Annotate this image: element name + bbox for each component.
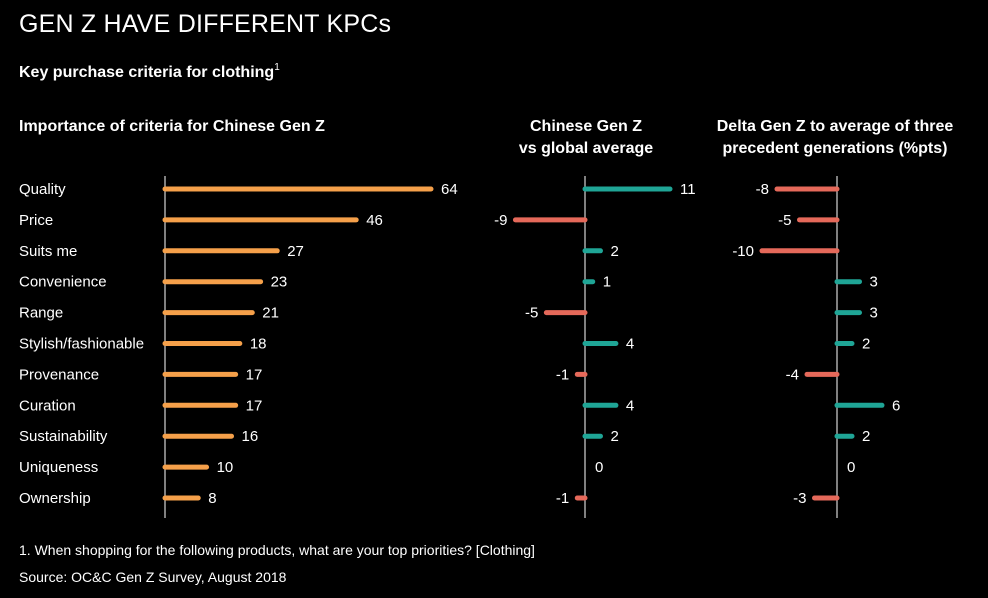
importance-value-quality: 64 bbox=[441, 181, 458, 198]
delta-value-ownership: -3 bbox=[793, 490, 806, 507]
delta-value-curation: 6 bbox=[892, 397, 900, 414]
page-title: GEN Z HAVE DIFFERENT KPCs bbox=[19, 10, 392, 38]
delta-value-quality: -8 bbox=[756, 181, 769, 198]
importance-value-price: 46 bbox=[366, 212, 383, 229]
importance-value-curation: 17 bbox=[246, 397, 263, 414]
source-text: Source: OC&C Gen Z Survey, August 2018 bbox=[19, 569, 287, 585]
category-label-ownership: Ownership bbox=[19, 490, 91, 507]
global-heading-line-1: Chinese Gen Z bbox=[529, 118, 643, 135]
global-value-sustainability: 2 bbox=[610, 428, 618, 445]
global-value-curation: 4 bbox=[626, 397, 634, 414]
global-value-price: -9 bbox=[494, 212, 507, 229]
category-label-suits-me: Suits me bbox=[19, 243, 77, 260]
importance-value-provenance: 17 bbox=[246, 366, 263, 383]
importance-value-suits-me: 27 bbox=[287, 243, 304, 260]
global-value-provenance: -1 bbox=[556, 366, 569, 383]
global-value-suits-me: 2 bbox=[610, 243, 618, 260]
global-panel-heading: Chinese Gen Z vs global average bbox=[466, 116, 706, 160]
chart-subtitle: Key purchase criteria for clothing1 bbox=[19, 62, 280, 82]
category-label-stylish-fashionable: Stylish/fashionable bbox=[19, 336, 144, 353]
delta-value-convenience: 3 bbox=[870, 274, 878, 291]
importance-panel-heading: Importance of criteria for Chinese Gen Z bbox=[19, 118, 325, 135]
importance-value-ownership: 8 bbox=[208, 490, 216, 507]
category-label-provenance: Provenance bbox=[19, 366, 99, 383]
delta-value-price: -5 bbox=[778, 212, 791, 229]
global-value-uniqueness: 0 bbox=[595, 459, 603, 476]
importance-value-range: 21 bbox=[262, 305, 279, 322]
category-label-uniqueness: Uniqueness bbox=[19, 459, 98, 476]
global-value-range: -5 bbox=[525, 305, 538, 322]
delta-value-sustainability: 2 bbox=[862, 428, 870, 445]
importance-value-uniqueness: 10 bbox=[217, 459, 234, 476]
delta-value-range: 3 bbox=[870, 305, 878, 322]
global-value-quality: 11 bbox=[680, 181, 696, 198]
delta-value-uniqueness: 0 bbox=[847, 459, 855, 476]
delta-heading-line-1: Delta Gen Z to average of three bbox=[716, 118, 954, 135]
category-label-sustainability: Sustainability bbox=[19, 428, 108, 445]
footnote-text: 1. When shopping for the following produ… bbox=[19, 542, 535, 558]
delta-value-provenance: -4 bbox=[786, 366, 799, 383]
category-label-range: Range bbox=[19, 305, 63, 322]
category-label-curation: Curation bbox=[19, 397, 76, 414]
global-value-convenience: 1 bbox=[603, 274, 611, 291]
global-value-ownership: -1 bbox=[556, 490, 569, 507]
importance-value-sustainability: 16 bbox=[242, 428, 259, 445]
importance-value-convenience: 23 bbox=[271, 274, 288, 291]
importance-value-stylish-fashionable: 18 bbox=[250, 336, 267, 353]
subtitle-text: Key purchase criteria for clothing bbox=[19, 64, 275, 81]
global-heading-line-2: vs global average bbox=[518, 140, 654, 157]
global-value-stylish-fashionable: 4 bbox=[626, 336, 634, 353]
category-label-convenience: Convenience bbox=[19, 274, 107, 291]
delta-value-stylish-fashionable: 2 bbox=[862, 336, 870, 353]
delta-panel-heading: Delta Gen Z to average of three preceden… bbox=[690, 116, 980, 160]
delta-heading-line-2: precedent generations (%pts) bbox=[722, 140, 948, 157]
category-label-quality: Quality bbox=[19, 181, 66, 198]
footnote-marker: 1 bbox=[274, 62, 280, 73]
delta-value-suits-me: -10 bbox=[732, 243, 754, 260]
category-label-price: Price bbox=[19, 212, 53, 229]
